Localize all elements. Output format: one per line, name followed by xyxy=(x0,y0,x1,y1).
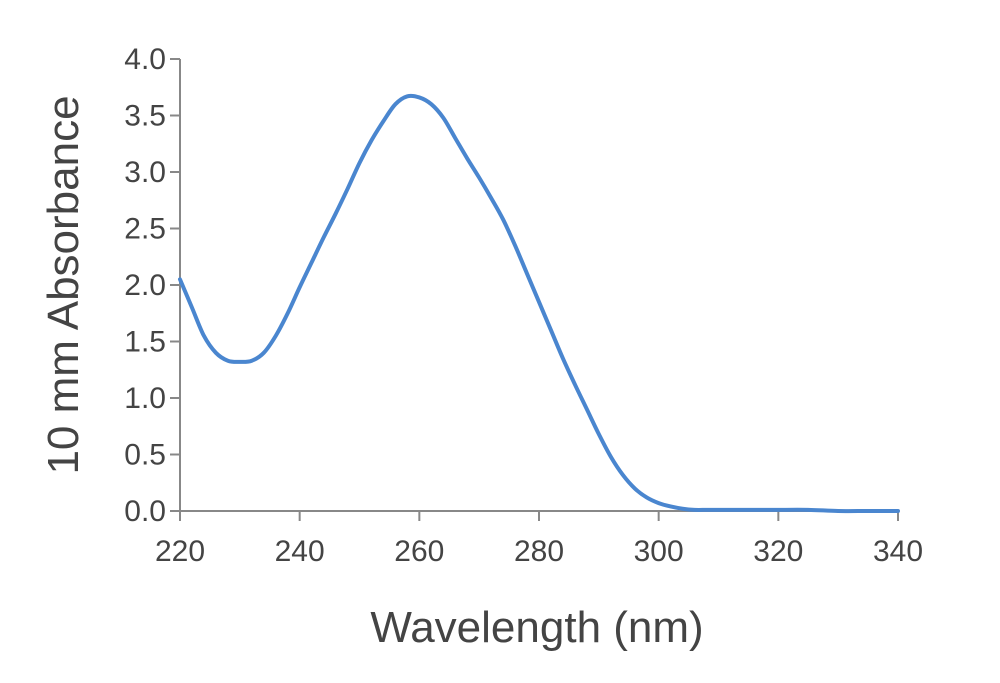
y-tick-label: 2.0 xyxy=(124,269,166,302)
x-axis-title: Wavelength (nm) xyxy=(370,603,703,652)
plot-series xyxy=(178,93,900,514)
y-tick-label: 1.0 xyxy=(124,382,166,415)
y-tick-label: 2.5 xyxy=(124,213,166,246)
x-tick-label: 260 xyxy=(394,535,444,568)
x-tick-label: 220 xyxy=(155,535,205,568)
y-tick-label: 3.5 xyxy=(124,100,166,133)
y-axis-title: 10 mm Absorbance xyxy=(39,95,88,474)
x-tick-label: 300 xyxy=(634,535,684,568)
absorbance-series-line-0 xyxy=(178,93,900,514)
y-tick-label: 3.0 xyxy=(124,156,166,189)
y-axis: 0.0 0.5 1.0 1.5 2.0 2.5 3.0 3.5 4.0 xyxy=(124,43,181,528)
y-tick-label: 1.5 xyxy=(124,326,166,359)
y-tick-label: 0.5 xyxy=(124,439,166,472)
y-tick-label: 4.0 xyxy=(124,43,166,76)
x-axis: 220 240 260 280 300 320 340 xyxy=(155,510,923,568)
x-tick-label: 320 xyxy=(753,535,803,568)
x-tick-label: 280 xyxy=(514,535,564,568)
x-tick-label: 240 xyxy=(275,535,325,568)
x-tick-label: 340 xyxy=(873,535,923,568)
y-tick-label: 0.0 xyxy=(124,495,166,528)
